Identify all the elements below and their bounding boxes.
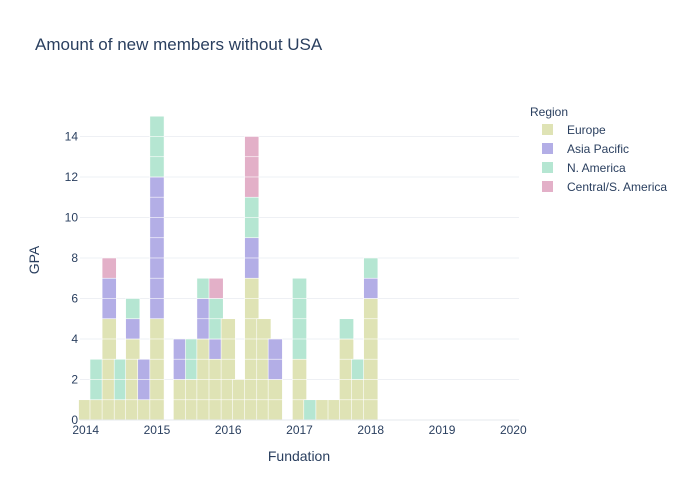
bar-segment (125, 318, 141, 340)
legend-swatch (542, 124, 553, 135)
x-tick-label: 2018 (357, 423, 384, 437)
bar-segment (149, 318, 165, 421)
x-axis-title: Fundation (268, 448, 330, 464)
legend-title: Region (530, 105, 568, 119)
bar-segment (363, 257, 379, 279)
bar-segment (101, 257, 117, 279)
legend-label: Central/S. America (567, 180, 667, 194)
x-tick-label: 2019 (429, 423, 456, 437)
legend-swatch (542, 162, 553, 173)
bar-segment (208, 277, 224, 299)
legend-label: Europe (567, 123, 606, 137)
y-tick-label: 0 (71, 413, 78, 427)
x-tick-label: 2017 (286, 423, 313, 437)
chart-title: Amount of new members without USA (35, 35, 323, 54)
bar-segment (244, 136, 260, 198)
y-tick-label: 10 (65, 210, 79, 224)
x-tick-label: 2016 (215, 423, 242, 437)
x-ticks: 2014 2015 2016 2017 2018 2019 2020 (72, 423, 527, 437)
y-axis-title: GPA (26, 245, 42, 274)
bar-segment (149, 115, 165, 178)
legend: Region Europe Asia Pacific N. America Centr… (530, 105, 667, 194)
y-tick-label: 12 (65, 170, 79, 184)
y-tick-label: 14 (65, 129, 79, 143)
x-tick-label: 2015 (144, 423, 171, 437)
bar-segment (125, 298, 141, 320)
bar-segment (363, 277, 379, 299)
x-tick-label: 2014 (72, 423, 99, 437)
bar-segment (339, 318, 354, 340)
y-tick-label: 6 (71, 291, 78, 305)
legend-swatch (542, 181, 553, 192)
y-ticks: 0 2 4 6 8 10 12 14 (65, 129, 79, 427)
legend-label: N. America (567, 161, 626, 175)
y-tick-label: 8 (71, 251, 78, 265)
x-tick-label: 2020 (500, 423, 527, 437)
legend-swatch (542, 143, 553, 154)
y-tick-label: 4 (71, 332, 78, 346)
bar-segment (149, 176, 165, 320)
y-tick-label: 2 (71, 372, 78, 386)
legend-label: Asia Pacific (567, 142, 629, 156)
